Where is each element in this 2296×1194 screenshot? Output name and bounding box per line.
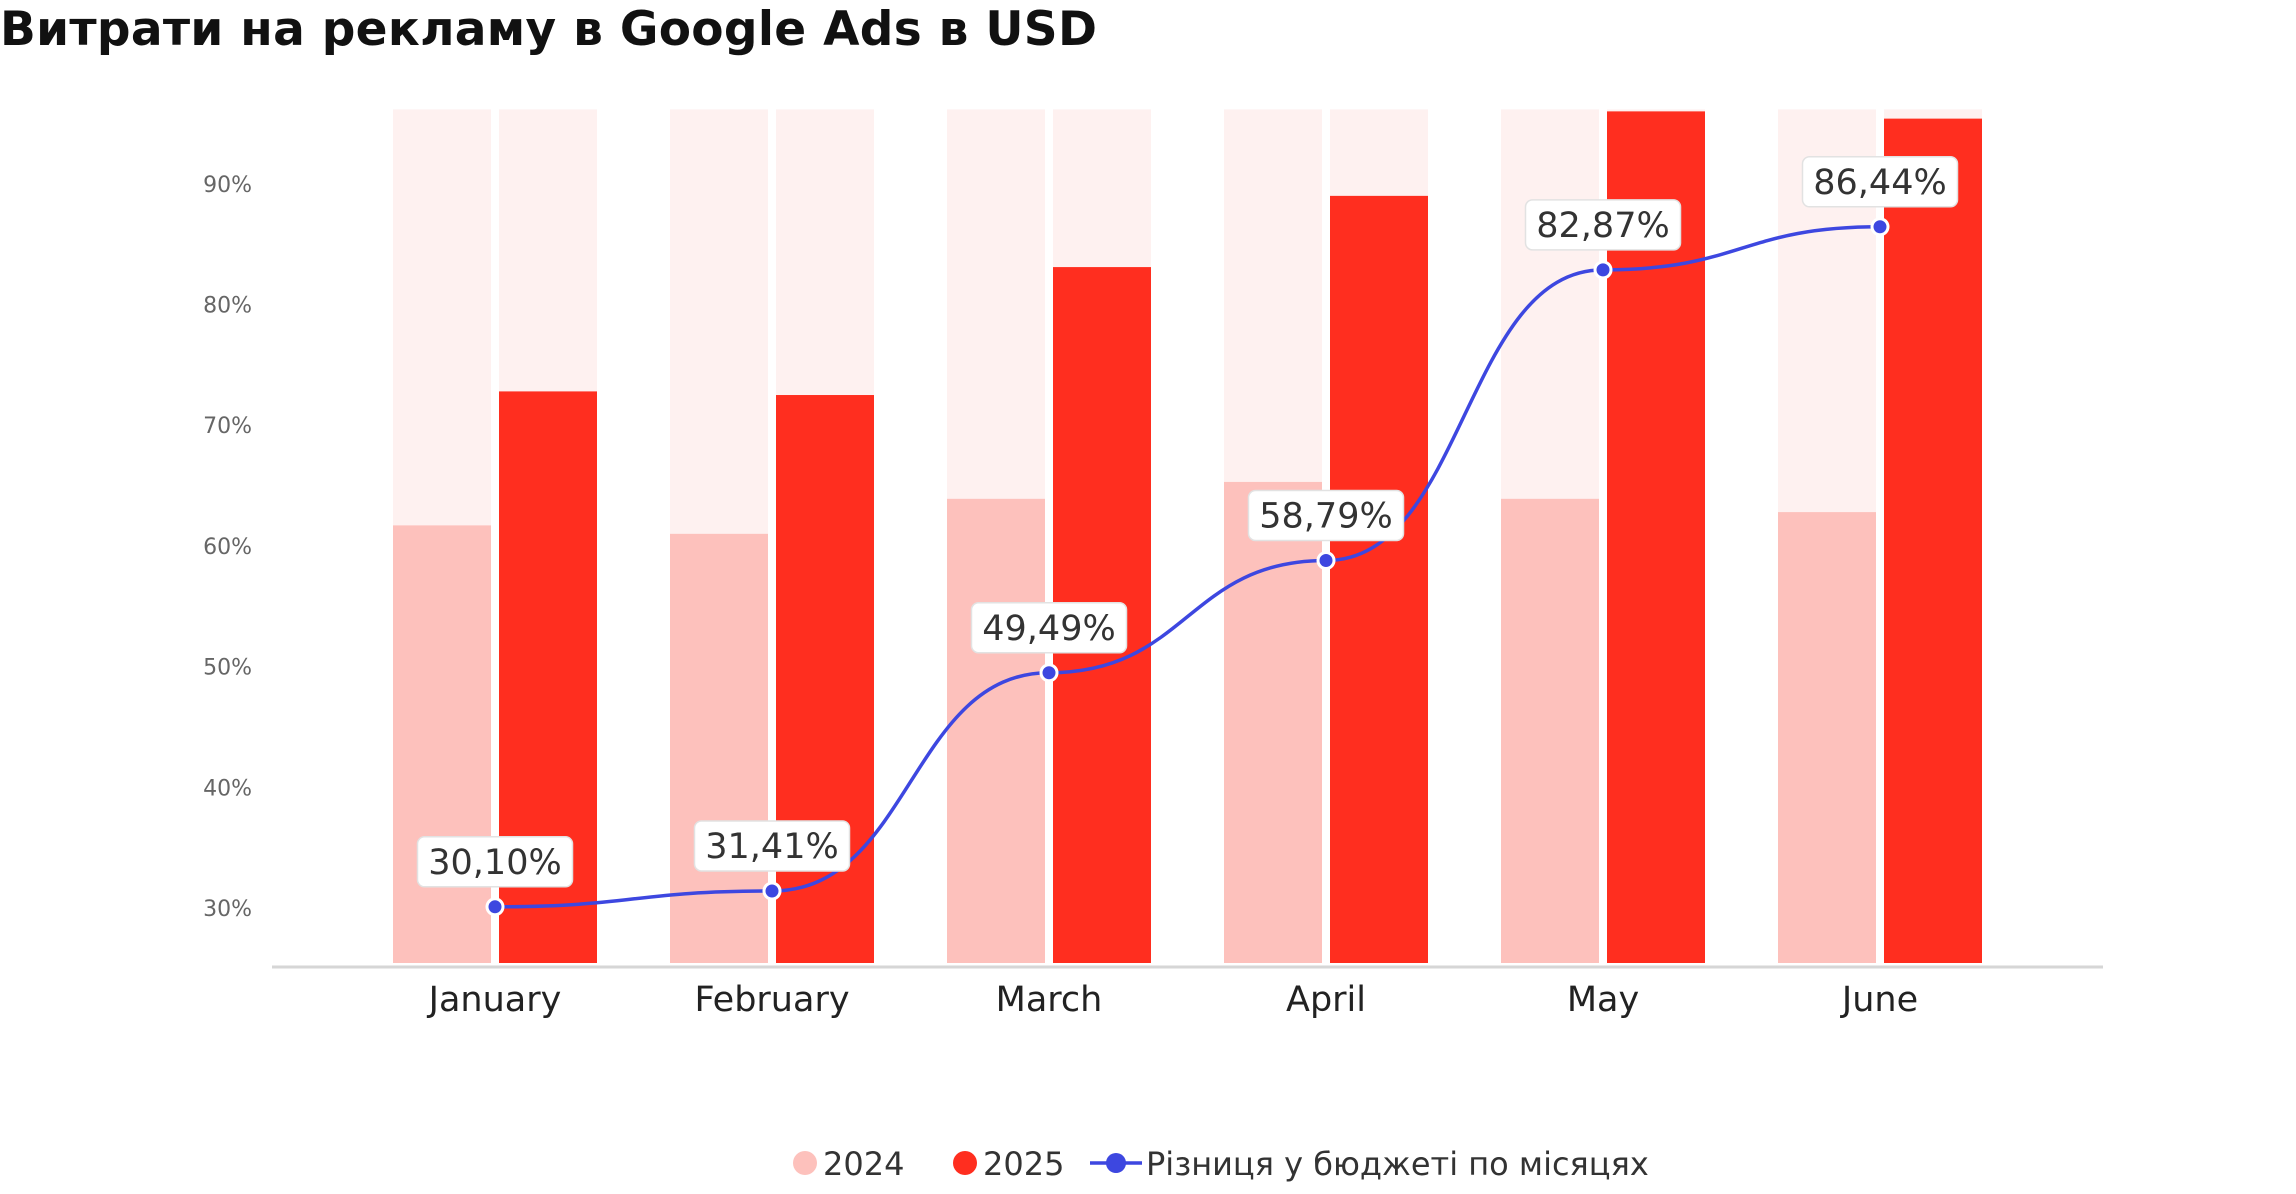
y-axis-ticks: 30% 40% 50% 60% 70% 80% 90% <box>203 173 252 922</box>
data-label-text: 86,44% <box>1813 163 1946 203</box>
bar-2025 <box>1330 195 1428 963</box>
legend: 2024 2025 Різниця у бюджеті по місяцях <box>793 1145 1649 1183</box>
y-tick-label: 30% <box>203 897 252 922</box>
bar-2024 <box>947 498 1045 963</box>
x-axis-ticks: January February March April May June <box>427 980 1918 1020</box>
bar-2025 <box>1607 111 1705 963</box>
y-tick-label: 60% <box>203 535 252 560</box>
bar-2024 <box>1501 498 1599 963</box>
data-labels: 30,10% 31,41% 49,49% 58,79% 82,87% 86,44% <box>416 156 1959 888</box>
data-label-box <box>1524 199 1682 251</box>
data-label-box <box>970 602 1128 654</box>
legend-marker-2024 <box>793 1151 817 1175</box>
bar-2024 <box>393 525 491 963</box>
bar-2025 <box>1884 118 1982 963</box>
data-label-box <box>1801 156 1959 208</box>
data-label-box <box>693 820 851 872</box>
data-label-text: 30,10% <box>428 843 561 883</box>
y-tick-label: 70% <box>203 414 252 439</box>
bar-2024 <box>1778 512 1876 963</box>
line-points <box>485 217 1890 917</box>
data-label: 49,49% <box>970 602 1128 654</box>
y-tick-label: 90% <box>203 173 252 198</box>
data-label-text: 49,49% <box>982 609 1115 649</box>
line-point <box>485 897 505 917</box>
x-tick-label: March <box>996 980 1103 1020</box>
line-point <box>762 881 782 901</box>
line-point <box>1039 663 1059 683</box>
data-label-text: 31,41% <box>705 827 838 867</box>
x-tick-label: February <box>694 980 849 1020</box>
legend-marker-2025 <box>953 1151 977 1175</box>
legend-label-2024: 2024 <box>823 1145 904 1183</box>
data-label: 30,10% <box>416 836 574 888</box>
x-tick-label: June <box>1840 980 1918 1020</box>
chart-title: Витрати на рекламу в Google Ads в USD <box>0 2 1098 57</box>
legend-label-difference: Різниця у бюджеті по місяцях <box>1146 1145 1649 1183</box>
y-tick-label: 80% <box>203 294 252 319</box>
x-tick-label: April <box>1286 980 1366 1020</box>
bar-backgrounds <box>393 109 1982 963</box>
legend-label-2025: 2025 <box>983 1145 1064 1183</box>
y-tick-label: 40% <box>203 776 252 801</box>
data-label-box <box>1247 489 1405 542</box>
bar-2024 <box>1224 481 1322 963</box>
legend-line-point <box>1106 1153 1126 1173</box>
bars <box>393 111 1982 963</box>
data-label: 58,79% <box>1247 489 1405 542</box>
bar-2024 <box>670 533 768 963</box>
line-point <box>1870 217 1890 237</box>
data-label: 31,41% <box>693 820 851 872</box>
y-tick-label: 50% <box>203 656 252 681</box>
line-point <box>1593 260 1613 280</box>
data-label: 86,44% <box>1801 156 1959 208</box>
x-tick-label: May <box>1567 980 1639 1020</box>
line-point <box>1316 551 1336 571</box>
data-label: 82,87% <box>1524 199 1682 251</box>
data-label-text: 82,87% <box>1536 206 1669 246</box>
data-label-text: 58,79% <box>1259 497 1392 537</box>
x-tick-label: January <box>427 980 562 1020</box>
data-label-box <box>416 836 574 888</box>
